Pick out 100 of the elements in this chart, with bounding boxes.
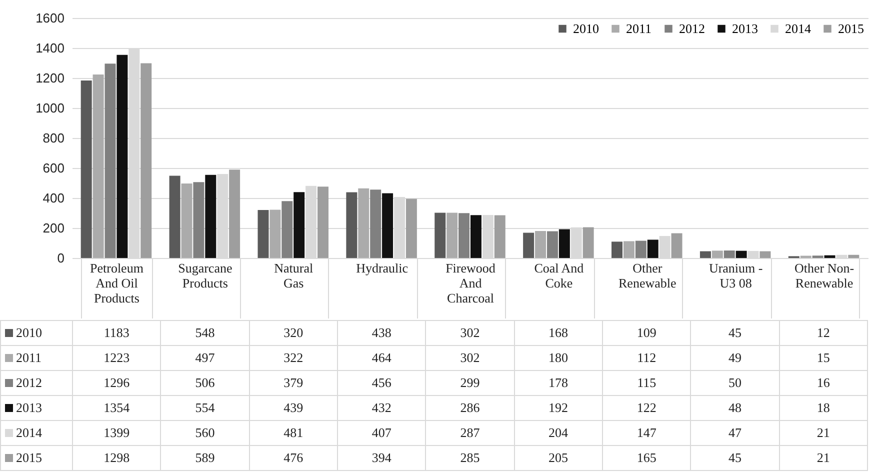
data-label: 112 xyxy=(602,346,691,370)
bar xyxy=(824,255,836,258)
bar xyxy=(382,193,394,258)
bar xyxy=(700,251,711,258)
legend-label: 2014 xyxy=(785,20,812,36)
data-label: 109 xyxy=(602,320,691,346)
bar xyxy=(494,215,506,258)
bar xyxy=(270,210,281,258)
bar xyxy=(724,250,735,258)
bar xyxy=(229,170,240,258)
data-label: 49 xyxy=(690,346,780,370)
data-label: 1354 xyxy=(72,396,161,420)
y-tick-label: 400 xyxy=(42,190,64,206)
data-label: 18 xyxy=(779,396,868,420)
bar xyxy=(546,231,558,258)
x-tick-label: Other Non-Renewable xyxy=(794,260,854,290)
data-label: 204 xyxy=(514,420,602,446)
data-label: 21 xyxy=(779,420,868,446)
bar xyxy=(434,212,446,258)
bar xyxy=(205,174,216,258)
data-label: 205 xyxy=(514,446,602,470)
data-label: 438 xyxy=(337,320,426,346)
data-label: 464 xyxy=(337,346,426,370)
data-label: 299 xyxy=(426,370,514,396)
data-label: 379 xyxy=(249,370,338,396)
legend-label: 2013 xyxy=(732,20,758,36)
data-label: 50 xyxy=(690,370,780,396)
data-label: 456 xyxy=(337,370,426,396)
bar xyxy=(470,215,482,258)
bar xyxy=(358,188,370,258)
bar xyxy=(535,231,546,258)
data-label: 497 xyxy=(160,346,250,370)
data-label: 439 xyxy=(249,396,338,420)
bar xyxy=(80,80,92,258)
data-label: 285 xyxy=(426,446,514,470)
data-label: 407 xyxy=(337,420,426,446)
data-label: 122 xyxy=(602,396,691,420)
legend-label: 2015 xyxy=(838,20,864,36)
bar xyxy=(523,232,534,258)
bar xyxy=(659,236,670,258)
data-label: 506 xyxy=(160,370,250,396)
data-label: 165 xyxy=(602,446,691,470)
bar xyxy=(748,250,759,258)
bar xyxy=(370,190,382,258)
data-label: 302 xyxy=(426,346,514,370)
data-label: 48 xyxy=(690,396,780,420)
bar xyxy=(104,64,116,258)
data-label: 287 xyxy=(426,420,514,446)
y-tick-label: 200 xyxy=(42,220,64,236)
x-tick-label: Sugarcane Products xyxy=(178,260,232,290)
data-label: 476 xyxy=(249,446,338,470)
bar xyxy=(582,227,594,258)
data-label: 1296 xyxy=(72,370,161,396)
data-label: 554 xyxy=(160,396,250,420)
data-label: 21 xyxy=(779,446,868,470)
bar xyxy=(671,233,682,258)
data-label: 394 xyxy=(337,446,426,470)
x-tick-label: Natural Gas xyxy=(274,260,314,290)
y-tick-label: 1600 xyxy=(36,10,64,26)
bar xyxy=(458,213,470,258)
y-tick-label: 1200 xyxy=(36,70,64,86)
y-tick-label: 1400 xyxy=(36,40,64,56)
data-label: 16 xyxy=(779,370,868,396)
y-tick-label: 0 xyxy=(57,250,64,266)
x-tick-label: Coal And Coke xyxy=(534,260,584,290)
data-label: 1399 xyxy=(72,420,161,446)
text: 2015 xyxy=(16,450,42,465)
legend-label: 2011 xyxy=(626,20,652,36)
bar xyxy=(116,54,128,258)
data-label: 147 xyxy=(602,420,691,446)
bar xyxy=(446,212,458,258)
data-label: 192 xyxy=(514,396,602,420)
text: 2014 xyxy=(16,425,42,440)
data-label: 12 xyxy=(779,320,868,346)
y-tick-label: 600 xyxy=(42,160,64,176)
bar xyxy=(282,201,293,258)
data-label: 589 xyxy=(160,446,250,470)
x-tick-label: Other Renewable xyxy=(618,260,676,290)
bar xyxy=(193,182,204,258)
y-tick-label: 1000 xyxy=(36,100,64,116)
bar xyxy=(558,229,570,258)
bar xyxy=(258,210,269,258)
x-tick-label: Uranium - U3 08 xyxy=(708,260,763,290)
data-label: 1223 xyxy=(72,346,161,370)
data-label: 178 xyxy=(514,370,602,396)
bar xyxy=(169,176,180,258)
bar xyxy=(92,74,104,258)
text: 2011 xyxy=(16,350,42,365)
bar xyxy=(635,240,646,258)
x-tick-label: Hydraulic xyxy=(356,260,408,276)
y-tick-label: 800 xyxy=(42,130,64,146)
text: 2010 xyxy=(16,325,42,340)
bar xyxy=(647,240,658,258)
data-label: 1183 xyxy=(72,320,161,346)
bar xyxy=(181,183,192,258)
bar xyxy=(317,186,328,258)
data-label: 47 xyxy=(690,420,780,446)
bar xyxy=(712,250,723,258)
data-label: 45 xyxy=(690,446,780,470)
data-label: 320 xyxy=(249,320,338,346)
